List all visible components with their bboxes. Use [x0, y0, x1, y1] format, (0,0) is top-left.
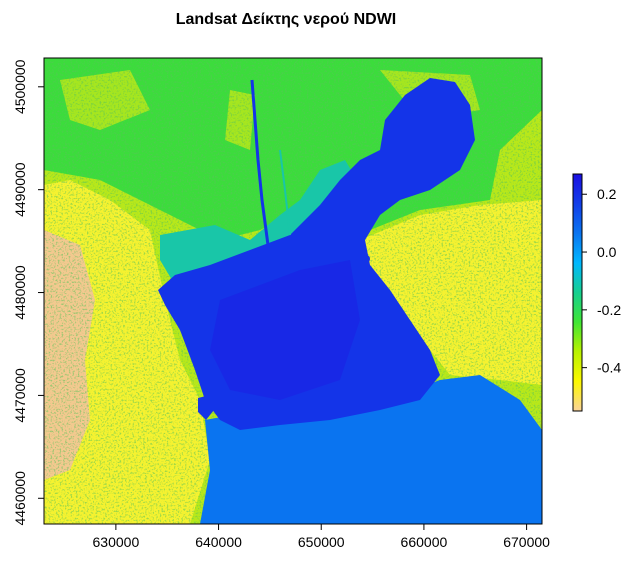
colorbar-tick-label: 0.2 [597, 186, 617, 202]
y-tick-label: 4500000 [12, 59, 28, 114]
colorbar-tick-label: -0.4 [597, 360, 621, 376]
x-tick-label: 670000 [503, 534, 550, 550]
river-channel [250, 79, 270, 246]
deep-water-core [210, 260, 360, 400]
colorbar-tick-label: -0.2 [597, 302, 621, 318]
river-channel-2 [279, 149, 291, 236]
plot-frame [43, 57, 543, 525]
colorbar-tick-label: 0.0 [597, 244, 617, 260]
marsh-north [160, 160, 360, 285]
ndwi-raster [44, 58, 542, 524]
y-tick-label: 4490000 [12, 162, 28, 217]
y-tick-label: 4470000 [12, 368, 28, 423]
x-tick-label: 660000 [401, 534, 448, 550]
x-axis: 630000 640000 650000 660000 670000 [93, 524, 550, 550]
y-tick-label: 4460000 [12, 471, 28, 526]
x-tick-label: 650000 [298, 534, 345, 550]
chart-title: Landsat Δείκτης νερού NDWI [176, 11, 397, 28]
island-dot [362, 255, 370, 263]
y-axis: 4460000 4470000 4480000 4490000 4500000 [12, 59, 44, 526]
y-tick-label: 4480000 [12, 265, 28, 320]
colorbar: 0.2 0.0 -0.2 -0.4 [572, 173, 621, 412]
x-tick-label: 640000 [195, 534, 242, 550]
colorbar-gradient [572, 173, 583, 412]
x-tick-label: 630000 [93, 534, 140, 550]
lagoon-southwest [198, 395, 214, 420]
